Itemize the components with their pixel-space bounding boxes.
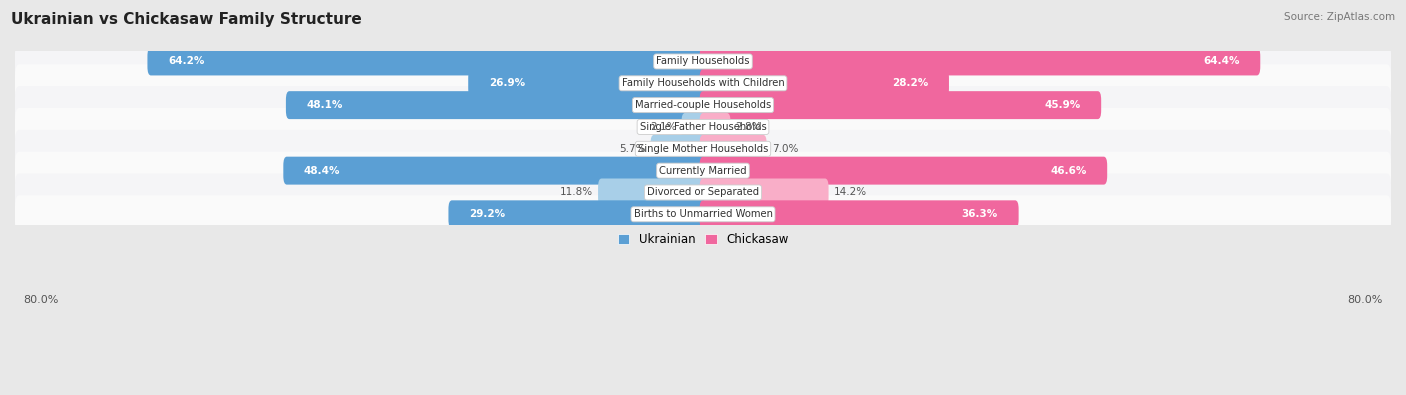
Text: 45.9%: 45.9% [1045,100,1081,110]
Text: 64.4%: 64.4% [1204,56,1240,66]
FancyBboxPatch shape [284,157,706,184]
FancyBboxPatch shape [15,86,1391,124]
FancyBboxPatch shape [15,195,1391,233]
Text: Source: ZipAtlas.com: Source: ZipAtlas.com [1284,12,1395,22]
FancyBboxPatch shape [11,192,1395,236]
Text: 5.7%: 5.7% [619,144,645,154]
Text: 2.8%: 2.8% [735,122,762,132]
Text: Family Households: Family Households [657,56,749,66]
Text: Single Father Households: Single Father Households [640,122,766,132]
FancyBboxPatch shape [700,157,1107,184]
Text: 48.1%: 48.1% [307,100,343,110]
FancyBboxPatch shape [700,179,828,207]
FancyBboxPatch shape [148,47,706,75]
Text: Divorced or Separated: Divorced or Separated [647,188,759,198]
Text: 28.2%: 28.2% [891,78,928,88]
FancyBboxPatch shape [598,179,706,207]
Text: 29.2%: 29.2% [470,209,505,219]
FancyBboxPatch shape [15,43,1391,81]
Text: Single Mother Households: Single Mother Households [638,144,768,154]
FancyBboxPatch shape [15,130,1391,168]
Text: 2.1%: 2.1% [650,122,676,132]
FancyBboxPatch shape [700,113,731,141]
FancyBboxPatch shape [700,70,949,97]
Text: 26.9%: 26.9% [489,78,524,88]
FancyBboxPatch shape [651,135,706,163]
FancyBboxPatch shape [700,200,1018,228]
Text: 46.6%: 46.6% [1050,166,1087,176]
FancyBboxPatch shape [11,149,1395,193]
Text: Family Households with Children: Family Households with Children [621,78,785,88]
FancyBboxPatch shape [468,70,706,97]
Text: 36.3%: 36.3% [962,209,998,219]
FancyBboxPatch shape [15,64,1391,102]
Text: Ukrainian vs Chickasaw Family Structure: Ukrainian vs Chickasaw Family Structure [11,12,361,27]
Text: Currently Married: Currently Married [659,166,747,176]
FancyBboxPatch shape [11,83,1395,127]
FancyBboxPatch shape [11,61,1395,105]
Text: 64.2%: 64.2% [169,56,204,66]
FancyBboxPatch shape [285,91,706,119]
FancyBboxPatch shape [11,40,1395,83]
Text: 48.4%: 48.4% [304,166,340,176]
FancyBboxPatch shape [11,170,1395,214]
FancyBboxPatch shape [15,173,1391,211]
FancyBboxPatch shape [11,127,1395,171]
Text: 11.8%: 11.8% [560,188,593,198]
FancyBboxPatch shape [15,108,1391,146]
FancyBboxPatch shape [700,47,1260,75]
Legend: Ukrainian, Chickasaw: Ukrainian, Chickasaw [613,228,793,251]
Text: 80.0%: 80.0% [24,295,59,305]
FancyBboxPatch shape [682,113,706,141]
Text: 14.2%: 14.2% [834,188,868,198]
Text: Married-couple Households: Married-couple Households [636,100,770,110]
FancyBboxPatch shape [449,200,706,228]
FancyBboxPatch shape [11,105,1395,149]
Text: 7.0%: 7.0% [772,144,799,154]
FancyBboxPatch shape [700,91,1101,119]
Text: 80.0%: 80.0% [1347,295,1382,305]
FancyBboxPatch shape [700,135,766,163]
FancyBboxPatch shape [15,152,1391,190]
Text: Births to Unmarried Women: Births to Unmarried Women [634,209,772,219]
